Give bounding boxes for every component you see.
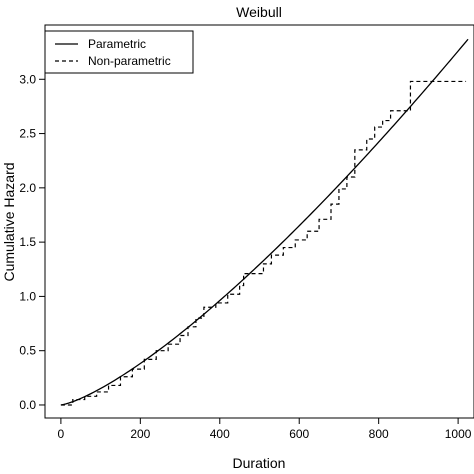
y-tick-label: 0.5 [19,344,36,358]
y-tick-label: 0.0 [19,398,36,412]
y-axis-title: Cumulative Hazard [1,162,17,281]
x-tick-label: 1000 [445,427,472,441]
legend-box [44,30,194,74]
x-tick-label: 400 [210,427,230,441]
series-layer [60,38,469,406]
y-axis: 0.0 0.5 1.0 1.5 2.0 2.5 3.0 [19,72,45,412]
plot-frame [44,24,474,419]
y-tick-label: 2.0 [19,181,36,195]
x-tick-label: 200 [130,427,150,441]
x-tick-label: 600 [289,427,309,441]
x-tick-label: 0 [58,427,65,441]
legend: Parametric Non-parametric [44,30,194,74]
series-line-parametric [60,38,469,406]
y-tick-label: 3.0 [19,72,36,86]
legend-label-parametric: Parametric [88,37,146,51]
legend-label-non-parametric: Non-parametric [88,54,171,68]
chart-title: Weibull [236,4,282,20]
y-tick-label: 1.0 [19,289,36,303]
y-tick-label: 2.5 [19,127,36,141]
series-line-non-parametric [60,80,467,406]
y-tick-label: 1.5 [19,235,36,249]
x-axis: 0 200 400 600 800 1000 [58,418,472,441]
x-tick-label: 800 [369,427,389,441]
x-axis-title: Duration [233,455,286,471]
